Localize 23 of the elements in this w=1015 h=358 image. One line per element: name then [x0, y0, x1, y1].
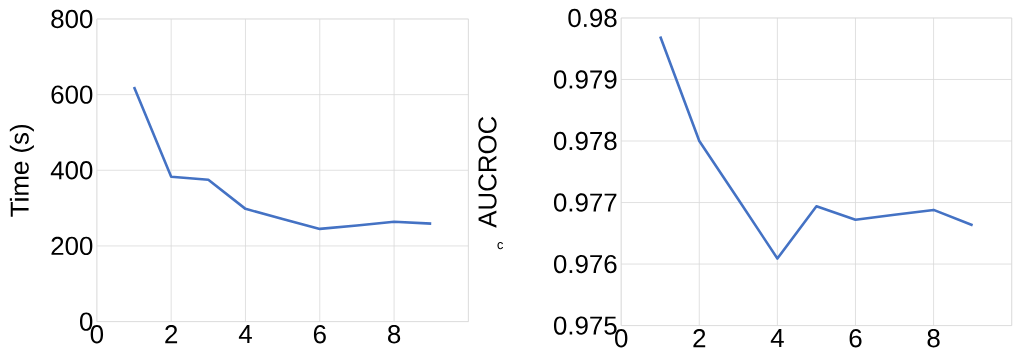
x-tick-label: 6: [849, 329, 862, 348]
y-tick-label: 400: [50, 161, 93, 180]
y-tick-label: 0.975: [553, 316, 617, 335]
x-tick-label: 2: [693, 329, 706, 348]
line-series: [658, 35, 974, 261]
line-series: [132, 86, 433, 231]
text: c: [497, 242, 504, 250]
y-tick-label: 0.977: [553, 193, 617, 212]
x-tick-label: 8: [388, 325, 401, 344]
y-tick-label: 0.98: [568, 9, 617, 28]
y-tick-label: 0.979: [553, 70, 617, 89]
y-axis-title: AUCROC: [478, 116, 497, 229]
y-tick-label: 600: [51, 85, 93, 105]
x-tick-label: 4: [238, 325, 252, 344]
x-tick-label: 2: [165, 325, 178, 344]
y-tick-label: 800: [51, 10, 93, 29]
y-tick-label: 200: [51, 237, 93, 256]
x-tick-label: 8: [927, 329, 940, 348]
y-tick-label: 0.978: [553, 132, 617, 151]
x-tick-label: 6: [313, 325, 326, 344]
y-axis-title: Time (s): [9, 125, 34, 217]
x-tick-label: 4: [770, 329, 784, 348]
y-tick-label: 0.976: [553, 255, 617, 274]
